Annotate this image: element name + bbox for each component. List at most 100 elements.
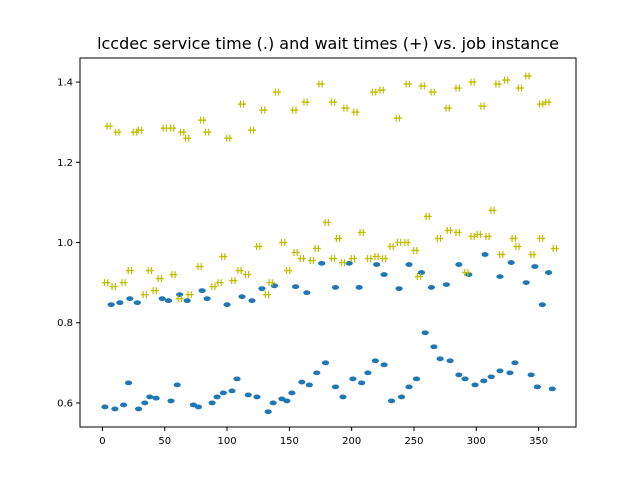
service-time-point	[238, 294, 246, 300]
service-time-point	[355, 285, 363, 290]
wait-time-point	[262, 291, 271, 299]
wait-time-point	[203, 128, 212, 136]
x-tick-label: 0	[99, 436, 105, 447]
wait-time-point	[493, 80, 502, 88]
wait-time-point	[428, 88, 437, 96]
wait-time-point	[195, 263, 204, 271]
service-time-point	[455, 372, 463, 378]
wait-time-point	[119, 279, 128, 287]
service-time-point	[253, 394, 261, 400]
service-time-point	[321, 360, 330, 366]
wait-time-point	[224, 134, 233, 142]
service-time-point	[248, 298, 256, 304]
wait-time-point	[215, 279, 224, 287]
wait-time-point	[266, 279, 275, 287]
service-time-point	[387, 398, 396, 404]
plot-area	[80, 58, 576, 427]
wait-time-point	[357, 228, 366, 236]
service-time-point	[173, 382, 181, 388]
service-time-point	[548, 386, 556, 392]
wait-time-point	[380, 255, 389, 263]
service-time-point	[395, 286, 403, 292]
wait-time-point	[365, 255, 374, 263]
chart-title: lccdec service time (.) and wait times (…	[97, 34, 559, 53]
service-time-point	[455, 262, 463, 267]
wait-time-point	[135, 126, 144, 134]
wait-time-point	[328, 98, 337, 106]
wait-time-point	[125, 267, 134, 275]
service-time-point	[511, 360, 519, 366]
wait-time-point	[219, 253, 228, 261]
service-time-point	[134, 406, 143, 412]
wait-time-point	[113, 128, 122, 136]
plot-frame	[79, 57, 577, 428]
service-time-point	[107, 302, 115, 308]
service-time-point	[380, 272, 388, 277]
wait-time-point	[537, 234, 546, 242]
wait-time-point	[403, 80, 412, 88]
wait-time-point	[478, 102, 487, 110]
service-time-point	[421, 330, 429, 336]
wait-time-point	[185, 291, 194, 299]
wait-time-point	[497, 251, 506, 259]
wait-time-point	[338, 259, 347, 267]
service-time-point	[111, 406, 119, 412]
wait-time-point	[102, 279, 111, 287]
wait-time-point	[434, 234, 443, 242]
service-time-point	[331, 285, 340, 290]
service-time-point	[126, 296, 134, 302]
service-time-point	[258, 286, 266, 292]
service-time-point	[544, 270, 553, 275]
wait-time-point	[254, 243, 263, 251]
service-time-point	[283, 398, 291, 404]
service-time-point	[194, 404, 202, 410]
service-time-point	[318, 260, 326, 266]
wait-time-point	[328, 255, 337, 263]
wait-time-point	[515, 84, 524, 92]
service-time-point	[164, 298, 173, 304]
wait-time-point	[168, 124, 177, 132]
wait-time-point	[183, 134, 192, 142]
service-time-point	[496, 274, 504, 279]
wait-time-point	[169, 271, 178, 279]
service-time-point	[176, 292, 184, 298]
wait-time-point	[418, 82, 427, 90]
wait-time-point	[235, 267, 244, 275]
wait-time-point	[104, 122, 113, 130]
service-time-point	[146, 394, 154, 400]
wait-time-point	[312, 245, 321, 253]
marks-layer	[101, 72, 559, 415]
wait-time-point	[109, 283, 118, 291]
wait-time-point	[550, 245, 559, 253]
wait-time-point	[453, 228, 462, 236]
service-time-point	[349, 376, 357, 382]
wait-time-point	[523, 72, 532, 80]
service-time-point	[345, 260, 353, 266]
y-tick-label: 0.8	[57, 318, 73, 329]
wait-time-point	[279, 239, 288, 246]
service-time-point	[442, 282, 450, 288]
service-time-point	[522, 280, 530, 286]
wait-time-point	[307, 257, 316, 265]
service-time-point	[412, 376, 421, 382]
wait-time-point	[453, 84, 462, 92]
wait-time-point	[272, 88, 281, 96]
x-tick-label: 300	[467, 436, 486, 447]
service-time-point	[471, 382, 479, 388]
axes-layer: 0 50 100 150 200 250 300 350 0.6 0.8 1.0 1.2 1.4	[57, 78, 548, 447]
wait-time-point	[242, 271, 251, 279]
wait-time-point	[414, 273, 423, 281]
service-time-point	[533, 384, 541, 390]
wait-time-point	[150, 287, 159, 295]
service-time-point	[538, 302, 546, 308]
service-time-point	[480, 378, 488, 384]
service-time-point	[487, 374, 495, 380]
wait-time-point	[423, 212, 432, 220]
wait-time-point	[229, 277, 238, 285]
wait-time-point	[543, 98, 552, 106]
service-time-point	[198, 288, 206, 294]
wait-time-point	[387, 243, 396, 251]
wait-time-point	[145, 267, 154, 275]
wait-time-point	[155, 275, 164, 283]
service-time-point	[167, 398, 175, 404]
